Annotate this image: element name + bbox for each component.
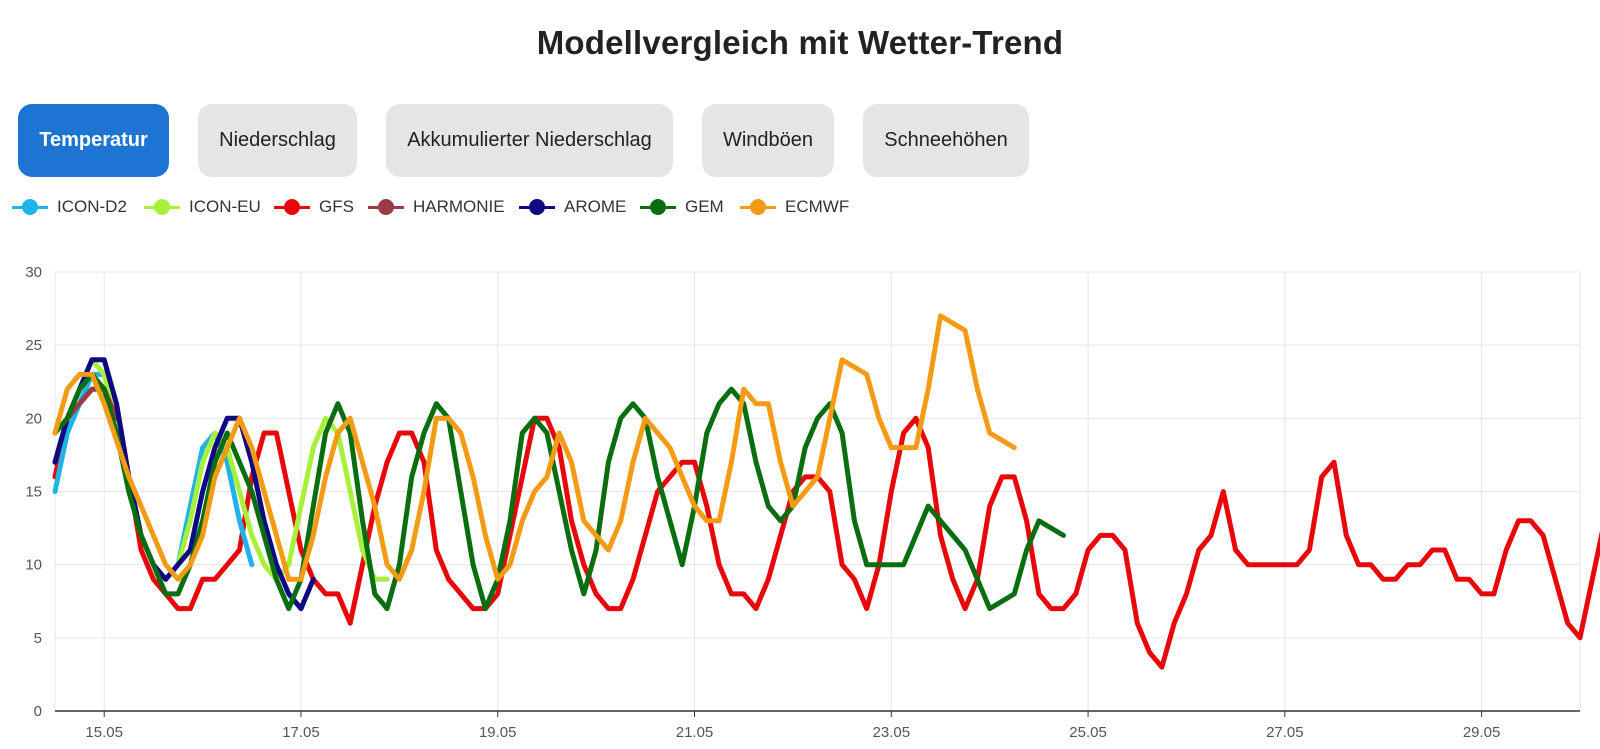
tab-niederschlag[interactable]: Niederschlag <box>198 104 357 177</box>
legend-dot-icon <box>154 199 170 215</box>
legend-dot-icon <box>750 199 766 215</box>
x-tick-label: 15.05 <box>85 724 123 741</box>
legend-dot-icon <box>529 199 545 215</box>
x-tick-label: 17.05 <box>282 724 320 741</box>
series-line-gfs <box>52 386 1600 670</box>
legend-dot-icon <box>22 199 38 215</box>
x-tick-label: 21.05 <box>676 724 714 741</box>
tab-schneehoehen[interactable]: Schneehöhen <box>863 104 1029 177</box>
y-tick-label: 30 <box>25 264 42 281</box>
legend-label: HARMONIE <box>413 197 505 216</box>
y-tick-label: 5 <box>34 630 42 647</box>
series-line-gem <box>52 371 1066 612</box>
series-line-icon-d2 <box>52 371 255 582</box>
legend-label: GEM <box>685 197 724 216</box>
legend-label: AROME <box>564 197 627 216</box>
legend-dot-icon <box>378 199 394 215</box>
page-title: Modellvergleich mit Wetter-Trend <box>536 24 1064 61</box>
legend-dot-icon <box>650 199 666 215</box>
y-tick-label: 0 <box>34 703 42 720</box>
tab-temperatur[interactable]: Temperatur <box>18 104 169 177</box>
series-line-ecmwf <box>52 313 1017 582</box>
tab-akkumulierter-niederschlag[interactable]: Akkumulierter Niederschlag <box>386 104 673 177</box>
x-tick-label: 23.05 <box>873 724 911 741</box>
legend-label: ICON-EU <box>189 197 261 216</box>
x-tick-label: 27.05 <box>1266 724 1304 741</box>
legend-item-ecmwf[interactable]: ECMWF <box>728 193 858 221</box>
legend-item-arome[interactable]: AROME <box>507 193 637 221</box>
legend-label: ICON-D2 <box>57 197 127 216</box>
legend-label: GFS <box>319 197 354 216</box>
legend-item-harmonie[interactable]: HARMONIE <box>356 193 516 221</box>
x-tick-label: 19.05 <box>479 724 517 741</box>
legend-label: ECMWF <box>785 197 850 216</box>
series-line-icon-eu <box>52 357 390 582</box>
legend-dot-icon <box>284 199 300 215</box>
legend-item-icon-d2[interactable]: ICON-D2 <box>0 193 140 221</box>
y-tick-label: 25 <box>25 337 42 354</box>
y-tick-label: 20 <box>25 410 42 427</box>
x-tick-label: 25.05 <box>1069 724 1107 741</box>
x-tick-label: 29.05 <box>1463 724 1501 741</box>
tab-windboeen[interactable]: Windböen <box>702 104 834 177</box>
legend-item-icon-eu[interactable]: ICON-EU <box>132 193 272 221</box>
legend-item-gem[interactable]: GEM <box>628 193 738 221</box>
series-line-arome <box>52 357 316 612</box>
y-tick-label: 10 <box>25 557 42 574</box>
y-tick-label: 15 <box>25 484 42 501</box>
legend-item-gfs[interactable]: GFS <box>262 193 372 221</box>
